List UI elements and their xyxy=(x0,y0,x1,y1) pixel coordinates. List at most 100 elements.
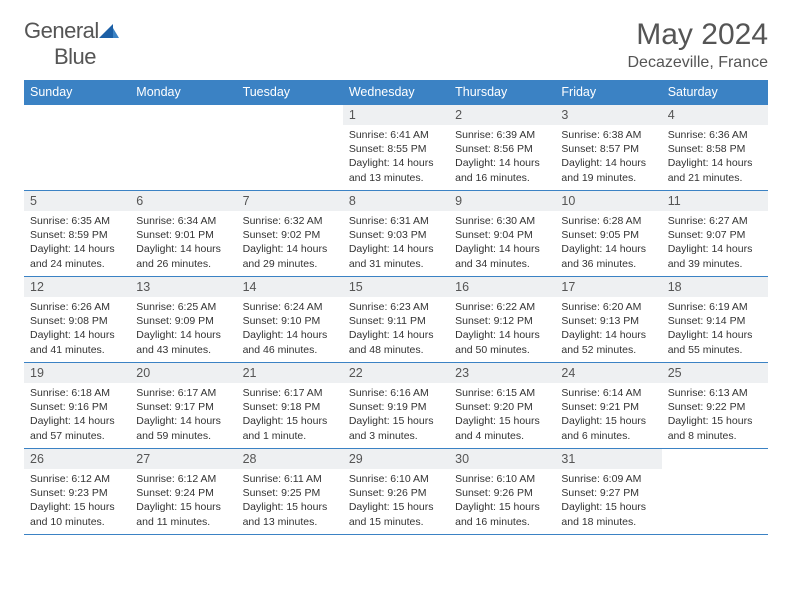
day-details: Sunrise: 6:20 AMSunset: 9:13 PMDaylight:… xyxy=(555,297,661,361)
logo: General Blue xyxy=(24,18,119,70)
calendar-cell: 7Sunrise: 6:32 AMSunset: 9:02 PMDaylight… xyxy=(237,191,343,277)
day-number: 6 xyxy=(130,191,236,211)
day-details: Sunrise: 6:10 AMSunset: 9:26 PMDaylight:… xyxy=(449,469,555,533)
day-details: Sunrise: 6:16 AMSunset: 9:19 PMDaylight:… xyxy=(343,383,449,447)
day-details: Sunrise: 6:09 AMSunset: 9:27 PMDaylight:… xyxy=(555,469,661,533)
calendar-cell xyxy=(237,105,343,191)
calendar-week: 26Sunrise: 6:12 AMSunset: 9:23 PMDayligh… xyxy=(24,449,768,535)
calendar-cell: 6Sunrise: 6:34 AMSunset: 9:01 PMDaylight… xyxy=(130,191,236,277)
day-details: Sunrise: 6:38 AMSunset: 8:57 PMDaylight:… xyxy=(555,125,661,189)
day-number: 14 xyxy=(237,277,343,297)
day-number: 18 xyxy=(662,277,768,297)
calendar-body: 1Sunrise: 6:41 AMSunset: 8:55 PMDaylight… xyxy=(24,105,768,535)
day-details: Sunrise: 6:31 AMSunset: 9:03 PMDaylight:… xyxy=(343,211,449,275)
calendar-cell: 11Sunrise: 6:27 AMSunset: 9:07 PMDayligh… xyxy=(662,191,768,277)
weekday-header: Saturday xyxy=(662,80,768,105)
calendar-cell: 12Sunrise: 6:26 AMSunset: 9:08 PMDayligh… xyxy=(24,277,130,363)
calendar-header: SundayMondayTuesdayWednesdayThursdayFrid… xyxy=(24,80,768,105)
day-details: Sunrise: 6:22 AMSunset: 9:12 PMDaylight:… xyxy=(449,297,555,361)
day-number: 25 xyxy=(662,363,768,383)
calendar-cell: 10Sunrise: 6:28 AMSunset: 9:05 PMDayligh… xyxy=(555,191,661,277)
day-number: 9 xyxy=(449,191,555,211)
logo-mark-icon xyxy=(99,24,119,38)
calendar-cell: 24Sunrise: 6:14 AMSunset: 9:21 PMDayligh… xyxy=(555,363,661,449)
day-details: Sunrise: 6:34 AMSunset: 9:01 PMDaylight:… xyxy=(130,211,236,275)
weekday-header: Sunday xyxy=(24,80,130,105)
day-number: 10 xyxy=(555,191,661,211)
calendar-cell: 15Sunrise: 6:23 AMSunset: 9:11 PMDayligh… xyxy=(343,277,449,363)
day-details: Sunrise: 6:24 AMSunset: 9:10 PMDaylight:… xyxy=(237,297,343,361)
day-number: 12 xyxy=(24,277,130,297)
day-details: Sunrise: 6:17 AMSunset: 9:17 PMDaylight:… xyxy=(130,383,236,447)
calendar-cell: 5Sunrise: 6:35 AMSunset: 8:59 PMDaylight… xyxy=(24,191,130,277)
day-number: 4 xyxy=(662,105,768,125)
day-details: Sunrise: 6:12 AMSunset: 9:23 PMDaylight:… xyxy=(24,469,130,533)
day-number: 15 xyxy=(343,277,449,297)
calendar-cell: 16Sunrise: 6:22 AMSunset: 9:12 PMDayligh… xyxy=(449,277,555,363)
day-number: 30 xyxy=(449,449,555,469)
calendar-cell: 18Sunrise: 6:19 AMSunset: 9:14 PMDayligh… xyxy=(662,277,768,363)
calendar-week: 1Sunrise: 6:41 AMSunset: 8:55 PMDaylight… xyxy=(24,105,768,191)
calendar-week: 5Sunrise: 6:35 AMSunset: 8:59 PMDaylight… xyxy=(24,191,768,277)
calendar-cell: 27Sunrise: 6:12 AMSunset: 9:24 PMDayligh… xyxy=(130,449,236,535)
calendar-cell xyxy=(662,449,768,535)
day-details: Sunrise: 6:18 AMSunset: 9:16 PMDaylight:… xyxy=(24,383,130,447)
calendar-cell: 9Sunrise: 6:30 AMSunset: 9:04 PMDaylight… xyxy=(449,191,555,277)
day-details: Sunrise: 6:41 AMSunset: 8:55 PMDaylight:… xyxy=(343,125,449,189)
day-details: Sunrise: 6:28 AMSunset: 9:05 PMDaylight:… xyxy=(555,211,661,275)
day-number: 31 xyxy=(555,449,661,469)
calendar-cell: 21Sunrise: 6:17 AMSunset: 9:18 PMDayligh… xyxy=(237,363,343,449)
title-block: May 2024 Decazeville, France xyxy=(628,18,769,72)
calendar-table: SundayMondayTuesdayWednesdayThursdayFrid… xyxy=(24,80,768,535)
header-bar: General Blue May 2024 Decazeville, Franc… xyxy=(24,18,768,72)
calendar-cell: 3Sunrise: 6:38 AMSunset: 8:57 PMDaylight… xyxy=(555,105,661,191)
day-details: Sunrise: 6:32 AMSunset: 9:02 PMDaylight:… xyxy=(237,211,343,275)
day-number: 7 xyxy=(237,191,343,211)
calendar-cell: 25Sunrise: 6:13 AMSunset: 9:22 PMDayligh… xyxy=(662,363,768,449)
day-details: Sunrise: 6:35 AMSunset: 8:59 PMDaylight:… xyxy=(24,211,130,275)
day-number: 23 xyxy=(449,363,555,383)
calendar-cell xyxy=(130,105,236,191)
logo-word2: Blue xyxy=(24,44,96,69)
day-details: Sunrise: 6:30 AMSunset: 9:04 PMDaylight:… xyxy=(449,211,555,275)
logo-word1: General xyxy=(24,18,99,43)
day-number: 19 xyxy=(24,363,130,383)
calendar-cell: 17Sunrise: 6:20 AMSunset: 9:13 PMDayligh… xyxy=(555,277,661,363)
day-number: 5 xyxy=(24,191,130,211)
calendar-cell: 23Sunrise: 6:15 AMSunset: 9:20 PMDayligh… xyxy=(449,363,555,449)
day-number: 27 xyxy=(130,449,236,469)
calendar-cell: 29Sunrise: 6:10 AMSunset: 9:26 PMDayligh… xyxy=(343,449,449,535)
day-details: Sunrise: 6:15 AMSunset: 9:20 PMDaylight:… xyxy=(449,383,555,447)
day-details: Sunrise: 6:27 AMSunset: 9:07 PMDaylight:… xyxy=(662,211,768,275)
weekday-header: Thursday xyxy=(449,80,555,105)
day-number: 17 xyxy=(555,277,661,297)
weekday-header: Monday xyxy=(130,80,236,105)
calendar-cell: 30Sunrise: 6:10 AMSunset: 9:26 PMDayligh… xyxy=(449,449,555,535)
day-details: Sunrise: 6:36 AMSunset: 8:58 PMDaylight:… xyxy=(662,125,768,189)
calendar-cell: 26Sunrise: 6:12 AMSunset: 9:23 PMDayligh… xyxy=(24,449,130,535)
day-number: 26 xyxy=(24,449,130,469)
day-number: 22 xyxy=(343,363,449,383)
weekday-header: Wednesday xyxy=(343,80,449,105)
calendar-cell: 19Sunrise: 6:18 AMSunset: 9:16 PMDayligh… xyxy=(24,363,130,449)
day-details: Sunrise: 6:39 AMSunset: 8:56 PMDaylight:… xyxy=(449,125,555,189)
calendar-week: 19Sunrise: 6:18 AMSunset: 9:16 PMDayligh… xyxy=(24,363,768,449)
day-number: 16 xyxy=(449,277,555,297)
calendar-cell: 1Sunrise: 6:41 AMSunset: 8:55 PMDaylight… xyxy=(343,105,449,191)
weekday-header: Tuesday xyxy=(237,80,343,105)
day-number: 3 xyxy=(555,105,661,125)
day-number: 28 xyxy=(237,449,343,469)
day-number: 29 xyxy=(343,449,449,469)
day-details: Sunrise: 6:13 AMSunset: 9:22 PMDaylight:… xyxy=(662,383,768,447)
day-number: 21 xyxy=(237,363,343,383)
calendar-cell: 8Sunrise: 6:31 AMSunset: 9:03 PMDaylight… xyxy=(343,191,449,277)
day-details: Sunrise: 6:26 AMSunset: 9:08 PMDaylight:… xyxy=(24,297,130,361)
day-details: Sunrise: 6:23 AMSunset: 9:11 PMDaylight:… xyxy=(343,297,449,361)
weekday-header: Friday xyxy=(555,80,661,105)
day-number: 1 xyxy=(343,105,449,125)
day-details: Sunrise: 6:12 AMSunset: 9:24 PMDaylight:… xyxy=(130,469,236,533)
location-label: Decazeville, France xyxy=(628,54,769,72)
calendar-cell: 28Sunrise: 6:11 AMSunset: 9:25 PMDayligh… xyxy=(237,449,343,535)
day-details: Sunrise: 6:10 AMSunset: 9:26 PMDaylight:… xyxy=(343,469,449,533)
day-number: 2 xyxy=(449,105,555,125)
